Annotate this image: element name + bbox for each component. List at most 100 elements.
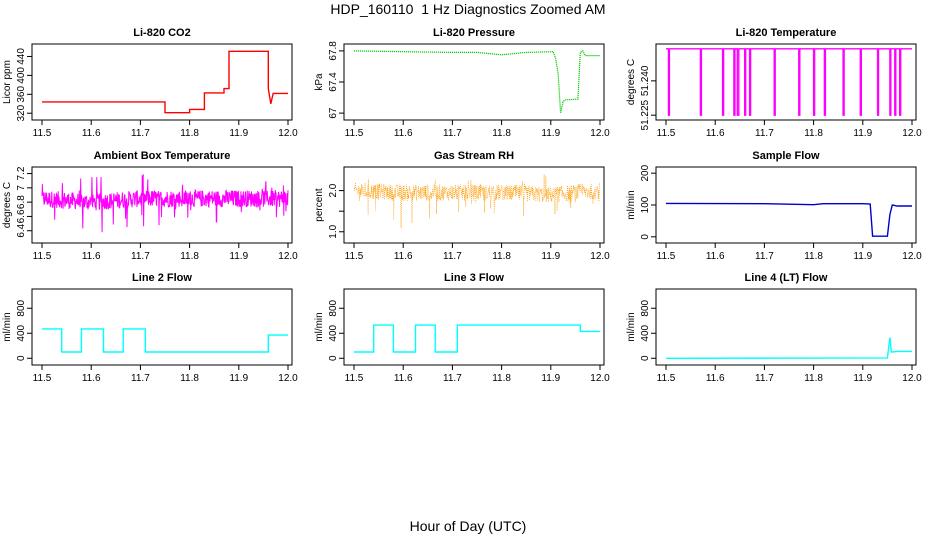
series-5 <box>353 174 601 229</box>
x-tick-label: 11.8 <box>180 373 199 384</box>
y-tick-label: 6.4 <box>16 223 27 237</box>
x-tick-label: 11.5 <box>33 128 52 139</box>
x-tick-label: 11.6 <box>394 251 413 262</box>
y-tick-label: 800 <box>328 299 339 316</box>
y-tick-label: 0 <box>328 355 339 361</box>
panel-6: Sample Flow 11.5 11.6 11.7 11.8 11.9 12.0 0 100 2… <box>626 150 922 262</box>
x-tick-label: 12.0 <box>902 373 922 384</box>
x-tick-label: 11.7 <box>755 128 774 139</box>
figure-title: HDP_160110 1 Hz Diagnostics Zoomed AM <box>330 1 606 17</box>
panel-title: Li-820 CO2 <box>133 27 190 39</box>
y-tick-label: 800 <box>640 299 651 316</box>
x-tick-label: 11.7 <box>443 251 462 262</box>
x-tick-label: 11.5 <box>657 128 676 139</box>
y-tick-label: 6.6 <box>16 209 27 223</box>
x-tick-label: 12.0 <box>590 251 610 262</box>
y-axis-label: ml/min <box>626 312 637 341</box>
y-tick-label: 400 <box>640 324 651 341</box>
y-tick-label: 0 <box>640 234 651 240</box>
panel-title: Line 3 Flow <box>444 272 504 284</box>
x-tick-label: 11.8 <box>180 251 199 262</box>
x-tick-label: 12.0 <box>278 251 298 262</box>
x-tick-label: 12.0 <box>590 373 610 384</box>
panel-9: Line 4 (LT) Flow 11.5 11.6 11.7 11.8 11.9 12.0… <box>626 272 922 384</box>
panel-title: Li-820 Temperature <box>736 27 837 39</box>
x-tick-label: 11.8 <box>492 373 511 384</box>
panel-title: Line 2 Flow <box>132 272 192 284</box>
series-6 <box>665 202 912 237</box>
series-3 <box>666 48 912 116</box>
plot-frame <box>655 43 917 121</box>
plot-frame <box>31 43 293 121</box>
y-tick-label: 400 <box>16 324 27 341</box>
x-tick-label: 11.5 <box>33 251 52 262</box>
x-tick-label: 11.7 <box>443 128 462 139</box>
series-8 <box>354 324 600 353</box>
x-tick-label: 11.8 <box>804 128 823 139</box>
plot-frame <box>655 166 917 244</box>
y-axis-label: degrees C <box>2 182 13 228</box>
y-tick-label: 1.0 <box>328 224 339 238</box>
y-axis-label: ml/min <box>2 312 13 341</box>
x-tick-label: 11.5 <box>345 373 364 384</box>
x-tick-label: 11.9 <box>853 128 872 139</box>
y-tick-label: 2.0 <box>328 183 339 197</box>
y-tick-label: 800 <box>16 299 27 316</box>
x-tick-label: 12.0 <box>278 128 298 139</box>
panel-title: Gas Stream RH <box>434 150 514 162</box>
panel-1: Li-820 CO2 11.5 11.6 11.7 11.8 11.9 12.0 320360… <box>2 27 298 139</box>
panel-title: Sample Flow <box>752 150 820 162</box>
panel-title: Li-820 Pressure <box>433 27 515 39</box>
y-tick-label: 67 <box>328 107 339 119</box>
x-tick-label: 11.6 <box>394 373 413 384</box>
y-tick-label: 6.8 <box>16 195 27 209</box>
series-line <box>354 324 600 353</box>
x-tick-label: 11.9 <box>853 373 872 384</box>
x-tick-label: 11.6 <box>82 373 101 384</box>
panel-3: Li-820 Temperature 11.5 11.6 11.7 11.8 11.9 12… <box>626 27 922 139</box>
x-tick-label: 11.7 <box>443 373 462 384</box>
series-9 <box>665 337 912 359</box>
y-tick-label: 7.2 <box>16 166 27 180</box>
x-tick-label: 11.6 <box>706 373 725 384</box>
x-tick-label: 11.9 <box>229 251 248 262</box>
y-tick-label: 440 <box>16 48 27 65</box>
series-line <box>42 328 288 353</box>
series-2 <box>353 50 600 114</box>
x-tick-label: 11.7 <box>131 251 150 262</box>
x-tick-label: 11.5 <box>657 373 676 384</box>
y-tick-label: 320 <box>16 104 27 121</box>
plot-frame <box>343 288 605 366</box>
x-tick-label: 11.6 <box>706 128 725 139</box>
x-tick-label: 11.5 <box>33 373 52 384</box>
y-tick-label: 100 <box>640 196 651 213</box>
x-tick-label: 11.9 <box>541 251 560 262</box>
x-tick-label: 11.5 <box>345 128 364 139</box>
x-tick-label: 11.7 <box>755 251 774 262</box>
x-tick-label: 11.9 <box>229 373 248 384</box>
plot-frame <box>31 288 293 366</box>
series-line <box>353 174 601 229</box>
panel-2: Li-820 Pressure 11.5 11.6 11.7 11.8 11.9 12.0 6… <box>314 27 610 139</box>
series-1 <box>42 50 288 114</box>
plot-frame <box>343 43 605 121</box>
y-axis-label: ml/min <box>626 190 637 219</box>
panel-5: Gas Stream RH 11.5 11.6 11.7 11.8 11.9 12.0 1.0… <box>314 150 610 262</box>
y-tick-label: 0 <box>640 355 651 361</box>
y-tick-label: 400 <box>16 67 27 84</box>
y-tick-label: 400 <box>328 324 339 341</box>
series-line <box>41 174 289 233</box>
y-axis-label: percent <box>314 188 325 222</box>
x-tick-label: 12.0 <box>902 128 922 139</box>
y-tick-label: 51.225 <box>640 99 651 130</box>
y-tick-label: 360 <box>16 86 27 103</box>
y-tick-label: 200 <box>640 164 651 181</box>
x-tick-label: 11.7 <box>131 373 150 384</box>
panel-title: Ambient Box Temperature <box>94 150 231 162</box>
panel-7: Line 2 Flow 11.5 11.6 11.7 11.8 11.9 12.0 0 400 8… <box>2 272 298 384</box>
x-tick-label: 12.0 <box>902 251 922 262</box>
x-tick-label: 11.8 <box>804 373 823 384</box>
y-tick-label: 0 <box>16 355 27 361</box>
y-tick-label: 51.240 <box>640 65 651 96</box>
